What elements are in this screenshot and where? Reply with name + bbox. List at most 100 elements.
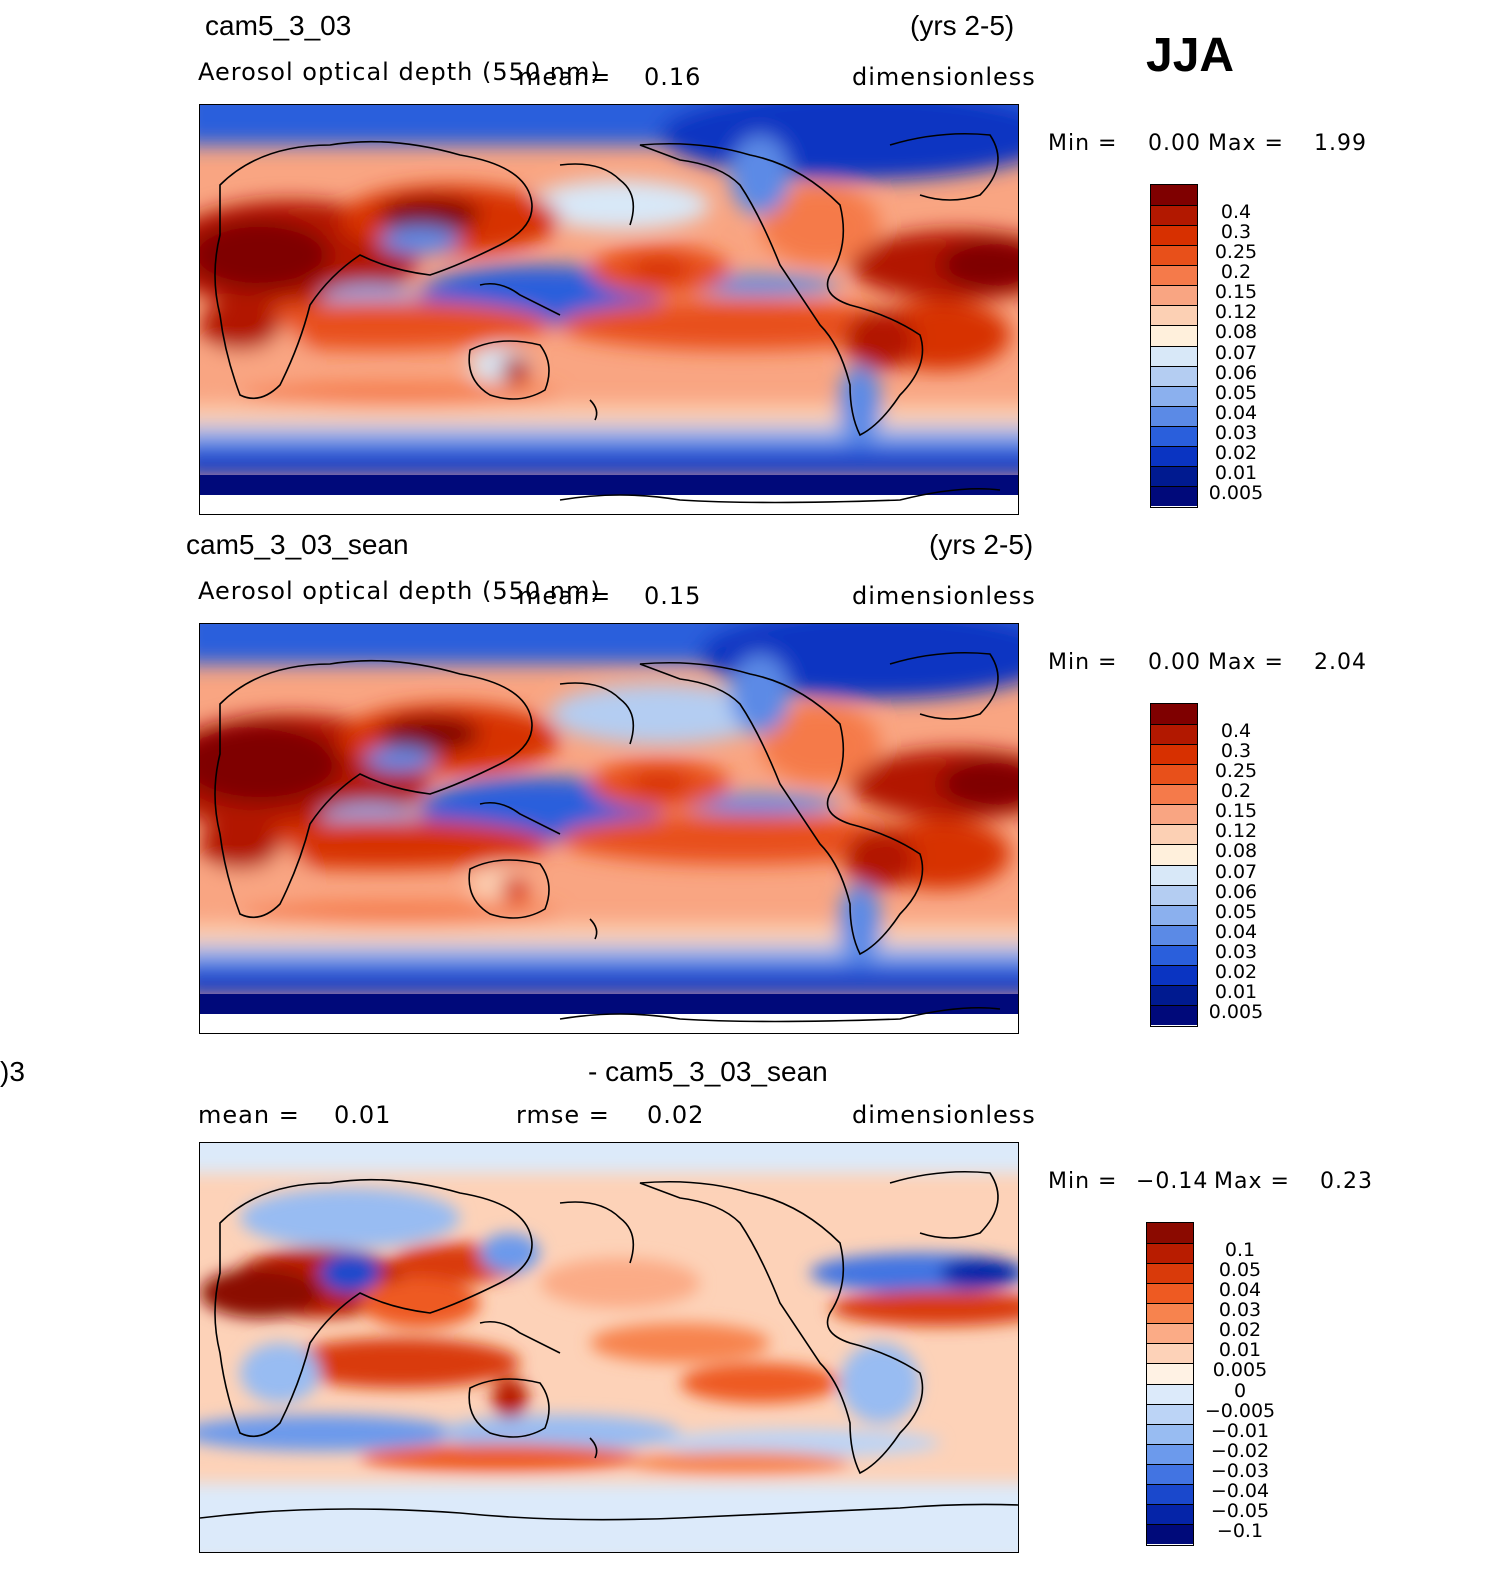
panel1-colorbar-tick-label: 0.005: [1208, 481, 1264, 504]
panel2-colorbar-tick-label: 0.03: [1214, 940, 1258, 963]
panel1-max-value: 1.99: [1314, 131, 1367, 156]
panel1-colorbar-tick-label: 0.15: [1214, 281, 1258, 304]
panel2-colorbar-tick-label: 0.04: [1214, 920, 1258, 943]
panel1-colorbar-tick-label: 0.07: [1214, 341, 1258, 364]
panel3-min-label: Min =: [1048, 1169, 1118, 1194]
panel3-colorbar-swatch: [1147, 1223, 1193, 1244]
panel1-min-label: Min =: [1048, 131, 1118, 156]
panel2-aod-map: [199, 623, 1019, 1034]
panel1-colorbar-swatch: [1151, 305, 1197, 326]
panel2-case-name: cam5_3_03_sean: [186, 529, 409, 560]
panel1-colorbar-swatch: [1151, 425, 1197, 446]
panel1-case-name: cam5_3_03: [205, 10, 352, 41]
panel3-colorbar: [1146, 1222, 1194, 1546]
panel3-colorbar-swatch: [1147, 1303, 1193, 1324]
panel3-mean-value: 0.01: [334, 1101, 392, 1129]
panel3-colorbar-tick-label: 0.03: [1218, 1299, 1262, 1322]
panel3-colorbar-swatch: [1147, 1443, 1193, 1464]
panel1-colorbar-tick-label: 0.4: [1220, 201, 1252, 224]
panel1-colorbar-tick-label: 0.02: [1214, 441, 1258, 464]
panel1-colorbar-tick-label: 0.01: [1214, 461, 1258, 484]
panel3-colorbar-swatch: [1147, 1363, 1193, 1384]
panel1-colorbar-tick-label: 0.05: [1214, 381, 1258, 404]
panel3-colorbar-tick-label: 0.1: [1224, 1239, 1256, 1262]
panel2-max-value: 2.04: [1314, 650, 1367, 675]
panel1-colorbar-swatch: [1151, 345, 1197, 366]
panel2-max-label: Max =: [1208, 650, 1284, 675]
panel2-colorbar-tick-label: 0.06: [1214, 880, 1258, 903]
panel1-colorbar-swatch: [1151, 265, 1197, 286]
panel1-colorbar-swatch: [1151, 485, 1197, 506]
panel3-colorbar-swatch: [1147, 1503, 1193, 1524]
panel1-colorbar-swatch: [1151, 405, 1197, 426]
panel2-colorbar-tick-label: 0.005: [1208, 1000, 1264, 1023]
panel3-rmse-label: rmse =: [516, 1101, 610, 1129]
panel2-colorbar-tick-label: 0.05: [1214, 900, 1258, 923]
panel3-colorbar-tick-label: −0.04: [1210, 1479, 1270, 1502]
panel3-colorbar-tick-label: −0.01: [1210, 1419, 1270, 1442]
panel1-years: (yrs 2-5): [910, 10, 1015, 41]
panel2-mean-value: 0.15: [644, 582, 702, 610]
panel3-colorbar-swatch: [1147, 1403, 1193, 1424]
panel1-mean-value: 0.16: [644, 63, 702, 91]
panel1-colorbar-swatch: [1151, 285, 1197, 306]
panel1-colorbar-tick-label: 0.12: [1214, 301, 1258, 324]
panel2-map-graphic: [200, 624, 1018, 1033]
panel3-colorbar-tick-label: 0.005: [1212, 1359, 1268, 1382]
panel2-colorbar-swatch: [1151, 984, 1197, 1005]
panel2-colorbar-swatch: [1151, 744, 1197, 765]
panel1-max-label: Max =: [1208, 131, 1284, 156]
panel2-units: dimensionless: [852, 582, 1036, 610]
panel3-colorbar-swatch: [1147, 1243, 1193, 1264]
panel1-colorbar-tick-label: 0.2: [1220, 261, 1252, 284]
panel1-colorbar-swatch: [1151, 365, 1197, 386]
panel2-colorbar-tick-label: 0.07: [1214, 860, 1258, 883]
panel3-colorbar-swatch: [1147, 1343, 1193, 1364]
panel3-colorbar-tick-label: 0.04: [1218, 1279, 1262, 1302]
panel2-colorbar-swatch: [1151, 884, 1197, 905]
panel2-colorbar-swatch: [1151, 924, 1197, 945]
panel3-colorbar-swatch: [1147, 1423, 1193, 1444]
panel3-colorbar-tick-label: −0.03: [1210, 1459, 1270, 1482]
panel1-colorbar-swatch: [1151, 445, 1197, 466]
panel1-colorbar-tick-label: 0.3: [1220, 221, 1252, 244]
panel3-colorbar-swatch: [1147, 1483, 1193, 1504]
panel1-colorbar-swatch: [1151, 245, 1197, 266]
panel3-colorbar-tick-label: −0.02: [1210, 1439, 1270, 1462]
panel2-colorbar-tick-label: 0.02: [1214, 960, 1258, 983]
panel1-colorbar-swatch: [1151, 325, 1197, 346]
panel2-colorbar: [1150, 703, 1198, 1027]
season-label: JJA: [1146, 29, 1235, 82]
panel3-colorbar-tick-label: −0.1: [1216, 1519, 1264, 1542]
panel3-colorbar-tick-label: 0: [1233, 1379, 1247, 1402]
panel2-colorbar-swatch: [1151, 764, 1197, 785]
panel3-map-graphic: [200, 1143, 1018, 1552]
panel2-colorbar-tick-label: 0.08: [1214, 840, 1258, 863]
panel3-difference-map: [199, 1142, 1019, 1553]
panel3-case-right: - cam5_3_03_sean: [588, 1056, 828, 1087]
panel2-variable: Aerosol optical depth (550 nm): [198, 577, 601, 605]
panel2-colorbar-swatch: [1151, 784, 1197, 805]
panel3-colorbar-swatch: [1147, 1383, 1193, 1404]
panel1-colorbar-tick-label: 0.06: [1214, 361, 1258, 384]
panel2-colorbar-tick-label: 0.3: [1220, 740, 1252, 763]
panel3-rmse-value: 0.02: [647, 1101, 705, 1129]
panel3-min-value: −0.14: [1136, 1169, 1209, 1194]
panel1-colorbar-swatch: [1151, 465, 1197, 486]
panel2-colorbar-tick-label: 0.12: [1214, 820, 1258, 843]
panel1-min-value: 0.00: [1148, 131, 1201, 156]
panel2-years: (yrs 2-5): [929, 529, 1034, 560]
panel1-colorbar-swatch: [1151, 385, 1197, 406]
panel1-colorbar-tick-label: 0.08: [1214, 321, 1258, 344]
panel1-units: dimensionless: [852, 63, 1036, 91]
panel3-mean-label: mean =: [198, 1101, 300, 1129]
panel3-max-value: 0.23: [1320, 1169, 1373, 1194]
panel2-colorbar-swatch: [1151, 824, 1197, 845]
panel2-colorbar-tick-label: 0.25: [1214, 760, 1258, 783]
panel3-colorbar-swatch: [1147, 1283, 1193, 1304]
panel3-colorbar-tick-label: 0.05: [1218, 1259, 1262, 1282]
panel1-variable: Aerosol optical depth (550 nm): [198, 58, 601, 86]
panel2-colorbar-swatch: [1151, 844, 1197, 865]
panel2-min-value: 0.00: [1148, 650, 1201, 675]
panel3-case-left: )3: [0, 1056, 25, 1087]
